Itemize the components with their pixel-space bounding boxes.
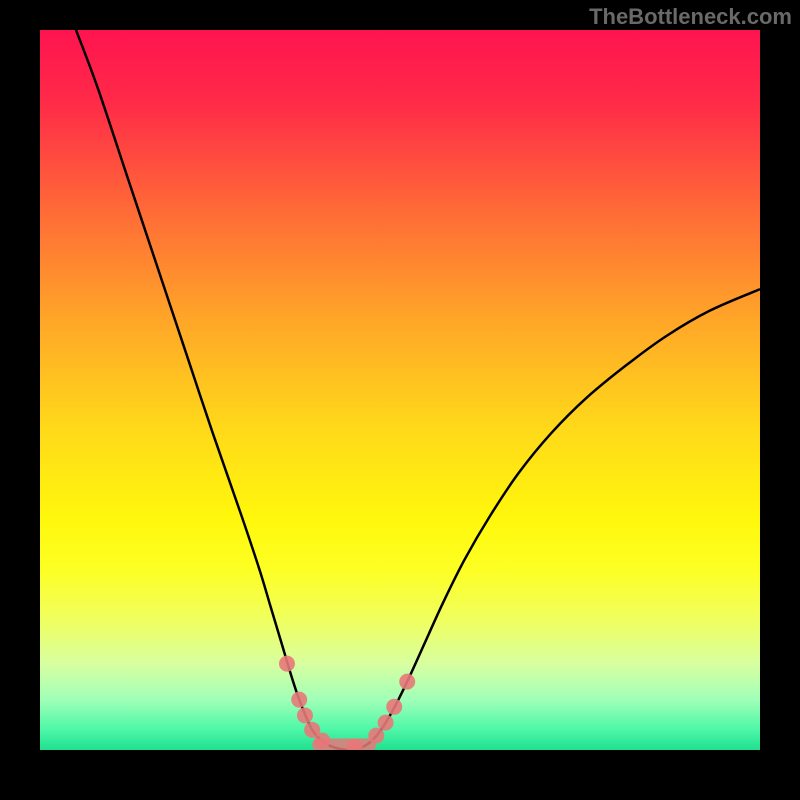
plot-area: [40, 30, 760, 750]
curve-marker: [399, 674, 415, 690]
curve-marker: [314, 733, 330, 749]
chart-curves: [40, 30, 760, 750]
curve-marker: [378, 715, 394, 731]
curve-marker: [291, 692, 307, 708]
curve-markers: [279, 656, 415, 750]
curve-marker: [386, 699, 402, 715]
watermark-text: TheBottleneck.com: [589, 4, 792, 30]
curve-left: [76, 30, 346, 750]
curve-marker: [279, 656, 295, 672]
curve-marker: [368, 728, 384, 744]
curve-marker: [297, 707, 313, 723]
